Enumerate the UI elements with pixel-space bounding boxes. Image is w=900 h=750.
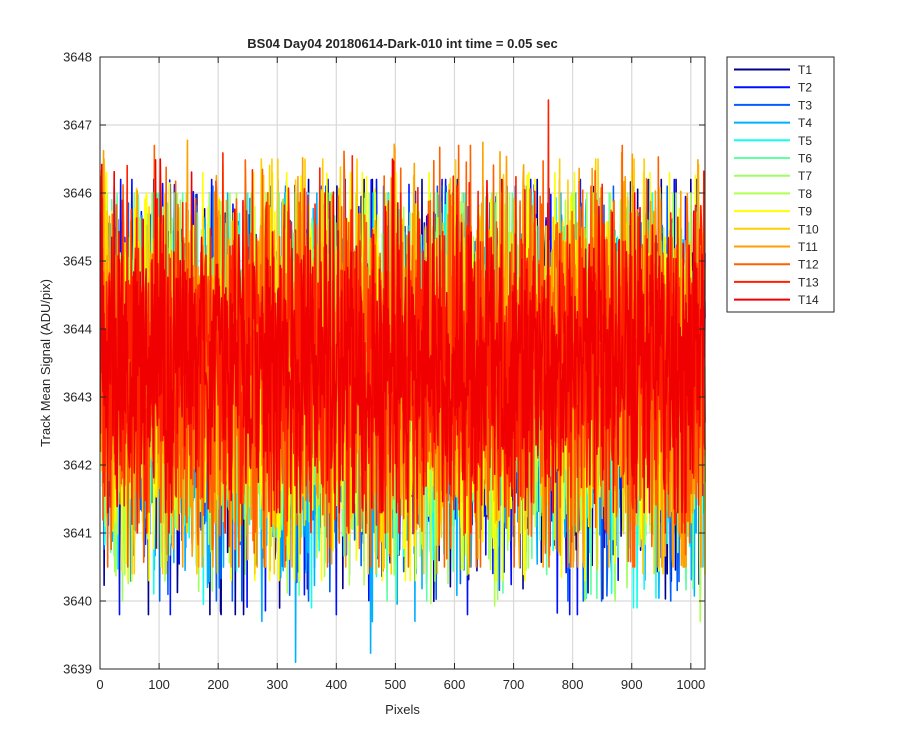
- legend-label: T10: [798, 222, 819, 236]
- y-tick-label: 3646: [63, 186, 92, 201]
- x-tick-label: 500: [385, 677, 407, 692]
- y-tick-label: 3644: [63, 322, 92, 337]
- legend-label: T4: [798, 116, 812, 130]
- legend-box: [726, 56, 835, 313]
- legend-item: T12: [734, 258, 819, 272]
- y-tick-label: 3645: [63, 254, 92, 269]
- x-tick-label: 300: [266, 677, 288, 692]
- legend-label: T1: [798, 63, 812, 77]
- legend-item: T3: [734, 98, 812, 112]
- x-tick-label: 800: [562, 677, 584, 692]
- series-lines: [99, 99, 706, 663]
- legend-items: T1 T2 T3 T4 T5 T6 T7 T8 T9 T10 T11 T12 T13 T14: [734, 63, 819, 307]
- legend-item: T9: [734, 205, 812, 219]
- legend-item: T7: [734, 169, 812, 183]
- legend-item: T1: [734, 63, 812, 77]
- legend-label: T3: [798, 98, 812, 112]
- axes-box: [99, 56, 706, 670]
- x-tick-label: 1000: [676, 677, 705, 692]
- legend-label: T7: [798, 169, 812, 183]
- y-tick-label: 3641: [63, 526, 92, 541]
- x-tick-label: 700: [503, 677, 525, 692]
- legend-item: T4: [734, 116, 812, 130]
- legend: T1 T2 T3 T4 T5 T6 T7 T8 T9 T10 T11 T12 T13 T14: [726, 56, 835, 313]
- x-tick-label: 200: [207, 677, 229, 692]
- legend-item: T8: [734, 187, 812, 201]
- x-tick-label: 400: [325, 677, 347, 692]
- series-line-t14: [99, 158, 706, 514]
- x-tick-label: 0: [96, 677, 103, 692]
- legend-item: T14: [734, 293, 819, 307]
- x-tick-label: 600: [444, 677, 466, 692]
- x-tick-label: 900: [621, 677, 643, 692]
- legend-item: T2: [734, 81, 812, 95]
- legend-label: T13: [798, 275, 819, 289]
- legend-label: T2: [798, 81, 812, 95]
- chart-title: BS04 Day04 20180614-Dark-010 int time = …: [247, 36, 557, 51]
- y-tick-label: 3647: [63, 118, 92, 133]
- legend-item: T10: [734, 222, 819, 236]
- legend-label: T14: [798, 293, 819, 307]
- legend-item: T13: [734, 275, 819, 289]
- y-tick-label: 3640: [63, 594, 92, 609]
- y-axis-label: Track Mean Signal (ADU/pix): [38, 279, 53, 447]
- y-tick-label: 3648: [63, 50, 92, 65]
- y-tick-label: 3639: [63, 662, 92, 677]
- legend-item: T6: [734, 152, 812, 166]
- x-tick-label: 100: [148, 677, 170, 692]
- legend-item: T5: [734, 134, 812, 148]
- legend-label: T6: [798, 152, 812, 166]
- ticks: 0 100 200 300 400 500 600 700 800 900 1000 3639 3640…: [63, 50, 705, 693]
- x-axis-label: Pixels: [385, 702, 420, 717]
- y-tick-label: 3642: [63, 458, 92, 473]
- legend-label: T11: [798, 240, 818, 254]
- legend-label: T12: [798, 258, 819, 272]
- legend-label: T9: [798, 205, 812, 219]
- legend-label: T5: [798, 134, 812, 148]
- legend-label: T8: [798, 187, 812, 201]
- legend-item: T11: [734, 240, 818, 254]
- y-tick-label: 3643: [63, 390, 92, 405]
